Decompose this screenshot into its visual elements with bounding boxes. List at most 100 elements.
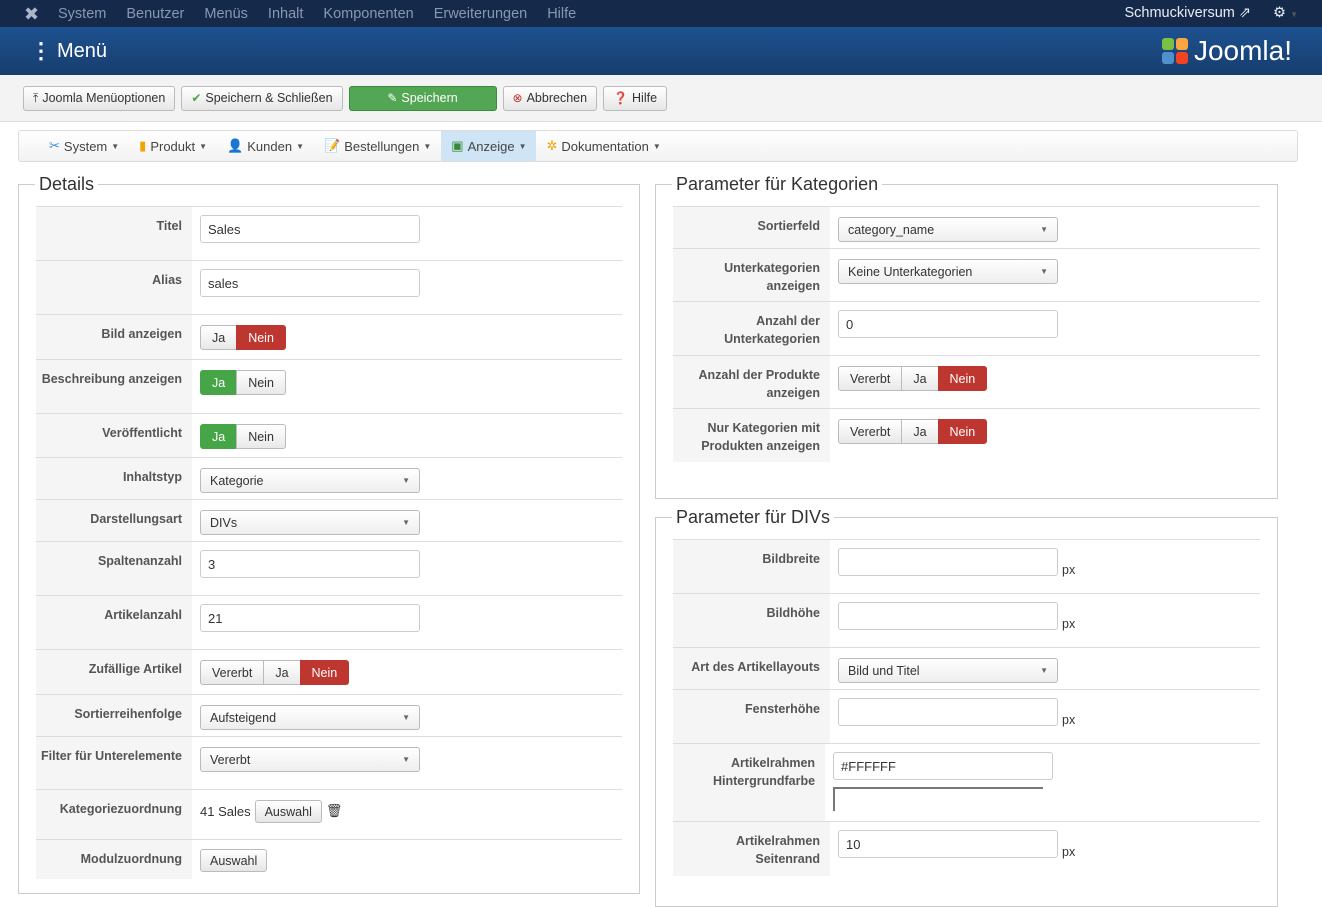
divs-legend: Parameter für DIVs <box>676 507 831 527</box>
save-button[interactable]: ✎ Speichern <box>348 85 497 111</box>
field-label: Bildhöhe <box>673 594 830 647</box>
selected-value: Kategorie <box>210 473 264 488</box>
button-label: Hilfe <box>632 91 658 105</box>
anzahl-der-produkte-anzeigen-option-vererbt[interactable]: Vererbt <box>838 366 903 391</box>
kategoriezuordnung-select-button[interactable]: Auswahl <box>254 800 322 823</box>
topnav-menues[interactable]: Menüs <box>204 5 248 22</box>
sortierreihenfolge-select[interactable]: Aufsteigend ▼ <box>200 705 420 730</box>
joomla-icon[interactable]: ✖ <box>24 3 40 24</box>
joomla-logo-icon <box>1160 36 1190 66</box>
form-row-darstellungsart: Darstellungsart DIVs ▼ <box>36 499 622 541</box>
form-row-anzahl-der-produkte-anzeigen: Anzahl der Produkte anzeigen Vererbt Ja Nei… <box>673 355 1260 408</box>
artikelanzahl-input[interactable]: 21 <box>200 604 420 632</box>
nur-kategorien-mit-produkten-anzeigen-option-ja[interactable]: Ja <box>901 419 939 444</box>
bildbreite-input[interactable] <box>838 548 1058 576</box>
site-link[interactable]: Schmuckiversum ⇗ <box>1124 5 1251 21</box>
beschreibung-anzeigen-option-nein[interactable]: Nein <box>236 370 286 395</box>
form-row-nur-kategorien-mit-produkten-anzeigen: Nur Kategorien mit Produkten anzeigen Ver… <box>673 408 1260 462</box>
settings-menu[interactable]: ⚙ ▼ <box>1273 5 1298 21</box>
zufa-llige-artikel-option-nein[interactable]: Nein <box>299 660 350 685</box>
anzahl-der-unterkategorien-input[interactable]: 0 <box>838 310 1058 338</box>
field-value: 21 <box>192 596 428 649</box>
modulzuordnung-select-button[interactable]: Auswahl <box>200 849 268 872</box>
field-value: 3 <box>192 542 428 595</box>
artikelrahmen-hintergrundfarbe-input[interactable]: #FFFFFF <box>833 752 1054 780</box>
cancel-button[interactable]: ⊗ Abbrechen <box>502 85 598 111</box>
form-row-kategoriezuordnung: Kategoriezuordnung 41 Sales Auswahl 🗑 <box>36 789 622 839</box>
topnav-hilfe[interactable]: Hilfe <box>547 5 577 22</box>
filter-fu-r-unterelemente-select[interactable]: Vererbt ▼ <box>200 747 420 772</box>
nur-kategorien-mit-produkten-anzeigen-option-nein[interactable]: Nein <box>937 419 988 444</box>
topnav-system[interactable]: System <box>58 5 107 22</box>
menu-produkt[interactable]: ▮ Produkt ▼ <box>129 131 217 161</box>
orders-icon: 📝 <box>324 138 341 153</box>
sortierfeld-select[interactable]: category_name ▼ <box>838 217 1058 242</box>
spaltenanzahl-input[interactable]: 3 <box>200 550 420 578</box>
anzahl-der-produkte-anzeigen-option-ja[interactable]: Ja <box>901 366 939 391</box>
caret-down-icon: ▼ <box>1290 10 1298 19</box>
joomla-logo-text: Joomla! <box>1193 35 1292 66</box>
field-value: Kategorie ▼ <box>192 458 428 499</box>
form-row-inhaltstyp: Inhaltstyp Kategorie ▼ <box>36 457 622 499</box>
menu-label: System <box>63 138 108 154</box>
divs-fieldset: Parameter für DIVs Bildbreite px Bildhöhe p… <box>655 507 1278 907</box>
details-legend: Details <box>39 174 95 194</box>
menu-label: Dokumentation <box>561 138 649 154</box>
fensterho-he-input[interactable] <box>838 698 1058 726</box>
zufa-llige-artikel-option-vererbt[interactable]: Vererbt <box>200 660 265 685</box>
topnav-komponenten[interactable]: Komponenten <box>323 5 414 22</box>
menu-bestellungen[interactable]: 📝 Bestellungen ▼ <box>314 131 441 161</box>
selected-value: DIVs <box>210 515 238 530</box>
toolbar: ⤒ Joomla Menüoptionen ✔ Speichern & Schlie… <box>0 75 1322 122</box>
darstellungsart-select[interactable]: DIVs ▼ <box>200 510 420 535</box>
vero-ffentlicht-option-ja[interactable]: Ja <box>200 424 238 449</box>
anzahl-der-produkte-anzeigen-option-nein[interactable]: Nein <box>937 366 988 391</box>
save-close-button[interactable]: ✔ Speichern & Schließen <box>181 85 343 111</box>
unterkategorien-anzeigen-select[interactable]: Keine Unterkategorien ▼ <box>838 259 1058 284</box>
field-value: px <box>830 690 1083 743</box>
topnav-inhalt[interactable]: Inhalt <box>267 5 304 22</box>
kategoriezuordnung-trash-icon[interactable]: 🗑 <box>325 803 343 818</box>
form-row-art-des-artikellayouts: Art des Artikellayouts Bild und Titel ▼ <box>673 647 1260 689</box>
bild-anzeigen-toggle: Ja Nein <box>200 325 286 350</box>
topnav-benutzer[interactable]: Benutzer <box>126 5 185 22</box>
artikelrahmen-seitenrand-input[interactable]: 10 <box>838 830 1058 858</box>
inhaltstyp-select[interactable]: Kategorie ▼ <box>200 468 420 493</box>
form-row-artikelrahmen-seitenrand: Artikelrahmen Seitenrand 10 px <box>673 821 1260 876</box>
zufa-llige-artikel-toggle: Vererbt Ja Nein <box>200 660 350 685</box>
color-swatch[interactable] <box>833 786 1044 811</box>
button-label: Speichern & Schließen <box>205 91 333 105</box>
categories-legend: Parameter für Kategorien <box>676 174 879 194</box>
topnav-erweiterungen[interactable]: Erweiterungen <box>433 5 528 22</box>
menu-dokumentation[interactable]: ✲ Dokumentation ▼ <box>536 131 670 161</box>
bild-anzeigen-option-ja[interactable]: Ja <box>200 325 238 350</box>
upload-icon: ⤒ <box>33 90 39 105</box>
menu-anzeige[interactable]: ▣ Anzeige ▼ <box>441 131 537 161</box>
kategoriezuordnung-value: 41 Sales <box>200 804 251 819</box>
field-value: 0 <box>830 302 1066 355</box>
field-value: Auswahl <box>192 840 275 879</box>
field-label: Darstellungsart <box>36 500 192 541</box>
caret-down-icon: ▼ <box>652 141 661 151</box>
joomla-menu-options-button[interactable]: ⤒ Joomla Menüoptionen <box>23 85 176 111</box>
menu-kunden[interactable]: 👤 Kunden ▼ <box>217 131 314 161</box>
bild-anzeigen-option-nein[interactable]: Nein <box>236 325 286 350</box>
form-row-spaltenanzahl: Spaltenanzahl 3 <box>36 541 622 595</box>
menu-system[interactable]: ✂ System ▼ <box>39 131 129 161</box>
field-label: Veröffentlicht <box>36 414 192 457</box>
form-row-modulzuordnung: Modulzuordnung Auswahl <box>36 839 622 879</box>
alias-input[interactable]: sales <box>200 269 420 297</box>
art-des-artikellayouts-select[interactable]: Bild und Titel ▼ <box>838 658 1058 683</box>
titel-input[interactable]: Sales <box>200 215 420 243</box>
vero-ffentlicht-option-nein[interactable]: Nein <box>236 424 286 449</box>
field-value: Vererbt Ja Nein <box>830 356 995 408</box>
bildho-he-input[interactable] <box>838 602 1058 630</box>
cancel-icon: ⊗ <box>512 91 523 105</box>
nur-kategorien-mit-produkten-anzeigen-option-vererbt[interactable]: Vererbt <box>838 419 903 444</box>
form-row-bildho-he: Bildhöhe px <box>673 593 1260 647</box>
zufa-llige-artikel-option-ja[interactable]: Ja <box>263 660 301 685</box>
help-button[interactable]: ❓ Hilfe <box>603 85 668 111</box>
field-label: Artikelrahmen Hintergrundfarbe <box>673 744 826 821</box>
beschreibung-anzeigen-option-ja[interactable]: Ja <box>200 370 238 395</box>
page-header: ⋮ Menü Joomla! <box>0 27 1322 75</box>
